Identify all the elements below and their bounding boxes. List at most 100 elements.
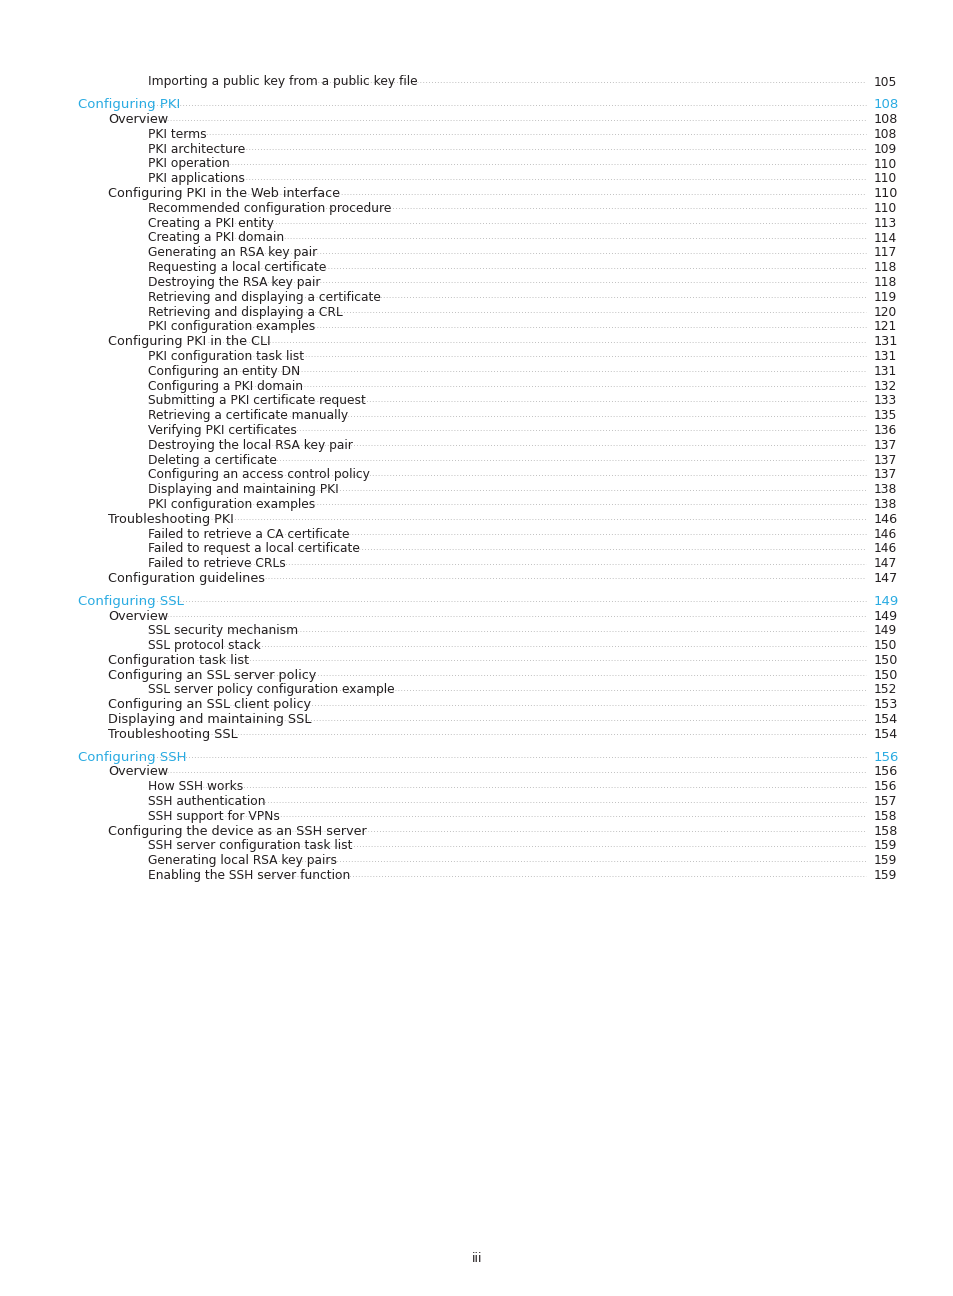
Text: Submitting a PKI certificate request: Submitting a PKI certificate request <box>148 394 366 407</box>
Text: SSH authentication: SSH authentication <box>148 796 265 809</box>
Text: 113: 113 <box>873 216 897 229</box>
Text: 147: 147 <box>873 557 897 570</box>
Text: Configuring an entity DN: Configuring an entity DN <box>148 364 300 377</box>
Text: SSL server policy configuration example: SSL server policy configuration example <box>148 683 395 696</box>
Text: Failed to retrieve CRLs: Failed to retrieve CRLs <box>148 557 286 570</box>
Text: 119: 119 <box>873 290 897 303</box>
Text: 156: 156 <box>873 780 897 793</box>
Text: 150: 150 <box>873 654 898 667</box>
Text: 118: 118 <box>873 260 897 273</box>
Text: Configuration task list: Configuration task list <box>108 654 249 667</box>
Text: 159: 159 <box>873 870 897 883</box>
Text: 120: 120 <box>873 306 897 319</box>
Text: 110: 110 <box>873 172 897 185</box>
Text: 137: 137 <box>873 439 897 452</box>
Text: 131: 131 <box>873 364 897 377</box>
Text: 146: 146 <box>873 513 897 526</box>
Text: Overview: Overview <box>108 609 168 622</box>
Text: 153: 153 <box>873 699 898 712</box>
Text: Configuring a PKI domain: Configuring a PKI domain <box>148 380 303 393</box>
Text: 135: 135 <box>873 410 897 422</box>
Text: Displaying and maintaining PKI: Displaying and maintaining PKI <box>148 483 338 496</box>
Text: Failed to retrieve a CA certificate: Failed to retrieve a CA certificate <box>148 527 349 540</box>
Text: 138: 138 <box>873 483 897 496</box>
Text: Retrieving a certificate manually: Retrieving a certificate manually <box>148 410 348 422</box>
Text: Generating local RSA key pairs: Generating local RSA key pairs <box>148 854 336 867</box>
Text: Configuring PKI in the CLI: Configuring PKI in the CLI <box>108 336 271 349</box>
Text: 109: 109 <box>873 143 897 156</box>
Text: SSL protocol stack: SSL protocol stack <box>148 639 260 652</box>
Text: PKI applications: PKI applications <box>148 172 245 185</box>
Text: Configuring PKI in the Web interface: Configuring PKI in the Web interface <box>108 187 339 200</box>
Text: 108: 108 <box>873 113 898 126</box>
Text: Configuring an SSL client policy: Configuring an SSL client policy <box>108 699 311 712</box>
Text: Configuring an access control policy: Configuring an access control policy <box>148 468 370 481</box>
Text: 159: 159 <box>873 840 897 853</box>
Text: PKI operation: PKI operation <box>148 158 230 171</box>
Text: Creating a PKI entity: Creating a PKI entity <box>148 216 274 229</box>
Text: Destroying the local RSA key pair: Destroying the local RSA key pair <box>148 439 353 452</box>
Text: Verifying PKI certificates: Verifying PKI certificates <box>148 424 296 437</box>
Text: 137: 137 <box>873 468 897 481</box>
Text: 159: 159 <box>873 854 897 867</box>
Text: 152: 152 <box>873 683 897 696</box>
Text: Troubleshooting PKI: Troubleshooting PKI <box>108 513 233 526</box>
Text: 150: 150 <box>873 639 897 652</box>
Text: Failed to request a local certificate: Failed to request a local certificate <box>148 542 359 555</box>
Text: Recommended configuration procedure: Recommended configuration procedure <box>148 202 391 215</box>
Text: PKI configuration examples: PKI configuration examples <box>148 320 314 333</box>
Text: 121: 121 <box>873 320 897 333</box>
Text: PKI configuration task list: PKI configuration task list <box>148 350 304 363</box>
Text: PKI architecture: PKI architecture <box>148 143 245 156</box>
Text: Troubleshooting SSL: Troubleshooting SSL <box>108 728 237 741</box>
Text: 105: 105 <box>873 75 897 88</box>
Text: Configuring the device as an SSH server: Configuring the device as an SSH server <box>108 824 366 837</box>
Text: 132: 132 <box>873 380 897 393</box>
Text: Importing a public key from a public key file: Importing a public key from a public key… <box>148 75 417 88</box>
Text: Overview: Overview <box>108 113 168 126</box>
Text: Displaying and maintaining SSL: Displaying and maintaining SSL <box>108 713 311 726</box>
Text: 149: 149 <box>873 609 897 622</box>
Text: SSH support for VPNs: SSH support for VPNs <box>148 810 279 823</box>
Text: SSH server configuration task list: SSH server configuration task list <box>148 840 352 853</box>
Text: 158: 158 <box>873 824 898 837</box>
Text: Retrieving and displaying a CRL: Retrieving and displaying a CRL <box>148 306 342 319</box>
Text: 146: 146 <box>873 542 897 555</box>
Text: Deleting a certificate: Deleting a certificate <box>148 454 276 467</box>
Text: 110: 110 <box>873 158 897 171</box>
Text: How SSH works: How SSH works <box>148 780 243 793</box>
Text: PKI terms: PKI terms <box>148 128 207 141</box>
Text: iii: iii <box>471 1252 482 1265</box>
Text: 149: 149 <box>873 595 899 608</box>
Text: Overview: Overview <box>108 766 168 779</box>
Text: 154: 154 <box>873 713 898 726</box>
Text: Enabling the SSH server function: Enabling the SSH server function <box>148 870 350 883</box>
Text: Configuring PKI: Configuring PKI <box>78 98 180 111</box>
Text: 147: 147 <box>873 572 898 584</box>
Text: 110: 110 <box>873 202 897 215</box>
Text: 146: 146 <box>873 527 897 540</box>
Text: Creating a PKI domain: Creating a PKI domain <box>148 232 284 245</box>
Text: 154: 154 <box>873 728 898 741</box>
Text: Requesting a local certificate: Requesting a local certificate <box>148 260 326 273</box>
Text: 131: 131 <box>873 336 898 349</box>
Text: Destroying the RSA key pair: Destroying the RSA key pair <box>148 276 320 289</box>
Text: 133: 133 <box>873 394 897 407</box>
Text: Configuration guidelines: Configuration guidelines <box>108 572 265 584</box>
Text: Configuring an SSL server policy: Configuring an SSL server policy <box>108 669 315 682</box>
Text: Configuring SSH: Configuring SSH <box>78 750 186 763</box>
Text: 157: 157 <box>873 796 897 809</box>
Text: PKI configuration examples: PKI configuration examples <box>148 498 314 511</box>
Text: 149: 149 <box>873 625 897 638</box>
Text: 138: 138 <box>873 498 897 511</box>
Text: 150: 150 <box>873 669 898 682</box>
Text: 108: 108 <box>873 98 899 111</box>
Text: Generating an RSA key pair: Generating an RSA key pair <box>148 246 317 259</box>
Text: 114: 114 <box>873 232 897 245</box>
Text: 158: 158 <box>873 810 897 823</box>
Text: 118: 118 <box>873 276 897 289</box>
Text: 156: 156 <box>873 750 899 763</box>
Text: Configuring SSL: Configuring SSL <box>78 595 184 608</box>
Text: 136: 136 <box>873 424 897 437</box>
Text: 156: 156 <box>873 766 898 779</box>
